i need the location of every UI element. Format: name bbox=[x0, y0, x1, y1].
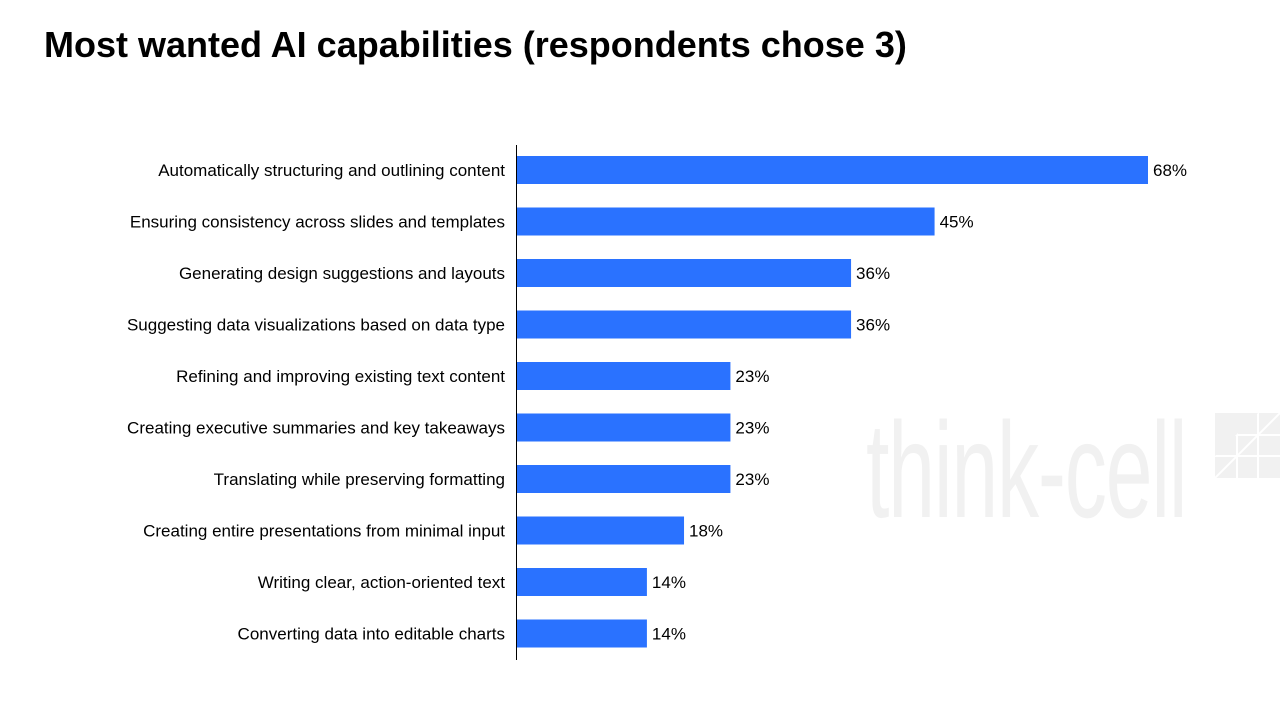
category-label: Creating entire presentations from minim… bbox=[143, 522, 505, 541]
bar bbox=[517, 619, 647, 648]
data-label: 23% bbox=[735, 367, 769, 386]
bar bbox=[517, 516, 685, 545]
bar bbox=[517, 156, 1148, 184]
bar bbox=[517, 259, 852, 287]
data-label: 23% bbox=[735, 470, 769, 489]
data-label: 36% bbox=[856, 316, 890, 335]
category-label: Generating design suggestions and layout… bbox=[179, 264, 505, 283]
category-label: Suggesting data visualizations based on … bbox=[127, 316, 505, 335]
data-label: 68% bbox=[1153, 161, 1187, 180]
bar bbox=[517, 362, 731, 390]
bar bbox=[517, 310, 852, 339]
data-label: 14% bbox=[652, 573, 686, 592]
chart-title: Most wanted AI capabilities (respondents… bbox=[44, 24, 907, 65]
think-cell-watermark: think-cell bbox=[866, 394, 1188, 546]
bar bbox=[517, 413, 731, 442]
bar bbox=[517, 465, 731, 493]
bar bbox=[517, 568, 647, 596]
category-label: Automatically structuring and outlining … bbox=[158, 161, 505, 180]
category-label: Translating while preserving formatting bbox=[214, 470, 505, 489]
category-label: Converting data into editable charts bbox=[238, 625, 505, 644]
category-label: Creating executive summaries and key tak… bbox=[127, 419, 505, 438]
data-label: 18% bbox=[689, 522, 723, 541]
category-label: Ensuring consistency across slides and t… bbox=[130, 213, 505, 232]
category-label: Refining and improving existing text con… bbox=[176, 367, 505, 386]
data-label: 45% bbox=[940, 213, 974, 232]
data-label: 14% bbox=[652, 625, 686, 644]
data-label: 23% bbox=[735, 419, 769, 438]
data-label: 36% bbox=[856, 264, 890, 283]
think-cell-logo-icon bbox=[1215, 413, 1280, 478]
bar bbox=[517, 207, 935, 236]
category-label: Writing clear, action-oriented text bbox=[258, 573, 506, 592]
